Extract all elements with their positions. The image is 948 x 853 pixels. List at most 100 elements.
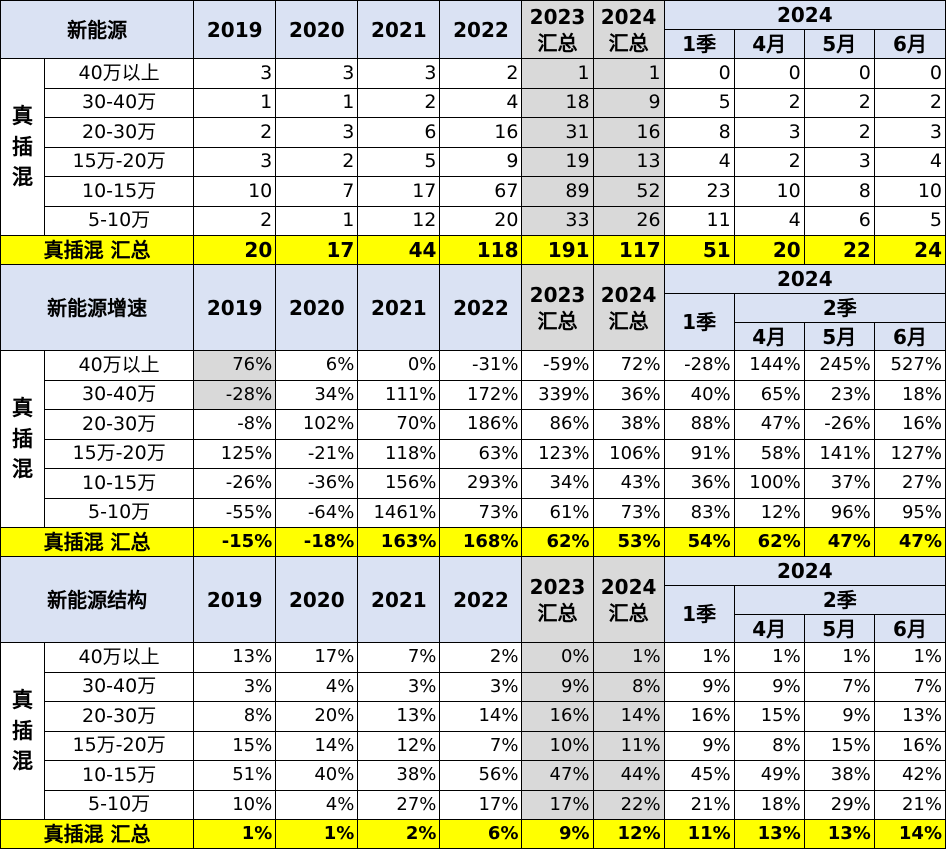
- cell: 3: [733, 117, 805, 148]
- cell: 172%: [439, 379, 523, 410]
- cell: 76%: [193, 350, 277, 381]
- cell: 5: [873, 205, 947, 236]
- cell: 3: [275, 117, 359, 148]
- total-label: 真插混 汇总: [0, 235, 195, 265]
- table-row: 5-10万 10% 4% 27% 17% 17% 22% 21% 18% 29% 21%: [1, 789, 947, 820]
- cell: 27%: [357, 789, 441, 820]
- section-title: 新能源: [0, 0, 195, 59]
- cell: 245%: [803, 350, 875, 381]
- cell: 2%: [439, 642, 523, 673]
- cell: 7%: [803, 671, 875, 702]
- table-row: 15万-20万 3 2 5 9 19 13 4 2 3 4: [1, 146, 947, 177]
- total-label: 真插混 汇总: [0, 819, 195, 849]
- cell: 2: [803, 87, 875, 118]
- side-label: 真插混: [0, 642, 46, 820]
- cell: 1: [521, 58, 594, 89]
- cell: 2: [873, 87, 947, 118]
- cell: 1%: [663, 642, 735, 673]
- cell: 9: [592, 87, 665, 118]
- cell: 37%: [803, 468, 875, 499]
- cell: 1%: [803, 642, 875, 673]
- month-header: 5月: [803, 322, 875, 351]
- month-header: 4月: [733, 322, 805, 351]
- cell: 73%: [592, 497, 665, 528]
- cell: 111%: [357, 379, 441, 410]
- total-cell: 117: [592, 235, 665, 265]
- total-cell: 53%: [592, 527, 665, 557]
- cell: 45%: [663, 760, 735, 791]
- cell: 43%: [592, 468, 665, 499]
- cell: 15%: [733, 701, 805, 732]
- row-label: 15万-20万: [44, 146, 195, 177]
- cell: 0: [663, 58, 735, 89]
- cell: 7%: [439, 730, 523, 761]
- cell: 3: [275, 58, 359, 89]
- row-label: 40万以上: [44, 642, 195, 673]
- cell: 16%: [663, 701, 735, 732]
- section-title: 新能源增速: [0, 264, 195, 351]
- cell: 49%: [733, 760, 805, 791]
- table-row: 30-40万 1 1 2 4 18 9 5 2 2 2: [1, 87, 947, 118]
- cell: 293%: [439, 468, 523, 499]
- cell: 3: [803, 146, 875, 177]
- cell: 19: [521, 146, 594, 177]
- table-row: 30-40万 -28% 34% 111% 172% 339% 36% 40% 65% 23% 18…: [1, 379, 947, 410]
- cell: 21%: [873, 789, 947, 820]
- cell: 10%: [193, 789, 277, 820]
- cell: 7: [275, 176, 359, 207]
- cell: 4: [733, 205, 805, 236]
- total-cell: 13%: [803, 819, 875, 849]
- cell: -64%: [275, 497, 359, 528]
- cell: 9%: [663, 730, 735, 761]
- cell: 31: [521, 117, 594, 148]
- cell: 17: [357, 176, 441, 207]
- sum-header-2024: 2024 汇总: [592, 556, 665, 643]
- cell: 2: [439, 58, 523, 89]
- cell: 17%: [439, 789, 523, 820]
- year-header: 2020: [275, 264, 359, 351]
- cell: 12: [357, 205, 441, 236]
- cell: 11%: [592, 730, 665, 761]
- sum-header-2024: 2024 汇总: [592, 264, 665, 351]
- cell: 11: [663, 205, 735, 236]
- cell: 18: [521, 87, 594, 118]
- cell: 10: [733, 176, 805, 207]
- row-label: 20-30万: [44, 701, 195, 732]
- total-cell: 191: [521, 235, 594, 265]
- cell: -8%: [193, 409, 277, 440]
- cell: 9%: [663, 671, 735, 702]
- total-cell: 20: [193, 235, 277, 265]
- year-header: 2019: [193, 264, 277, 351]
- table-row: 10-15万 10 7 17 67 89 52 23 10 8 10: [1, 176, 947, 207]
- cell: 65%: [733, 379, 805, 410]
- cell: 6: [357, 117, 441, 148]
- cell: 20: [439, 205, 523, 236]
- cell: 2: [275, 146, 359, 177]
- cell: 106%: [592, 438, 665, 469]
- cell: 0: [873, 58, 947, 89]
- cell: 91%: [663, 438, 735, 469]
- section-title: 新能源结构: [0, 556, 195, 643]
- cell: 5: [663, 87, 735, 118]
- cell: 4%: [275, 671, 359, 702]
- cell: 9%: [733, 671, 805, 702]
- month-header: 6月: [873, 29, 947, 59]
- cell: 36%: [592, 379, 665, 410]
- year-2024-header: 2024: [663, 0, 947, 30]
- cell: 67: [439, 176, 523, 207]
- cell: 13: [592, 146, 665, 177]
- total-row: 真插混 汇总 -15% -18% 163% 168% 62% 53% 54% 62% 47% 47…: [0, 527, 947, 557]
- cell: 123%: [521, 438, 594, 469]
- cell: 61%: [521, 497, 594, 528]
- row-label: 40万以上: [44, 350, 195, 381]
- cell: -55%: [193, 497, 277, 528]
- total-cell: 1%: [193, 819, 277, 849]
- year-2024-header: 2024: [663, 556, 947, 586]
- total-cell: 9%: [521, 819, 594, 849]
- total-cell: 1%: [275, 819, 359, 849]
- cell: 8: [803, 176, 875, 207]
- cell: 13%: [873, 701, 947, 732]
- cell: 118%: [357, 438, 441, 469]
- year-header: 2021: [357, 556, 441, 643]
